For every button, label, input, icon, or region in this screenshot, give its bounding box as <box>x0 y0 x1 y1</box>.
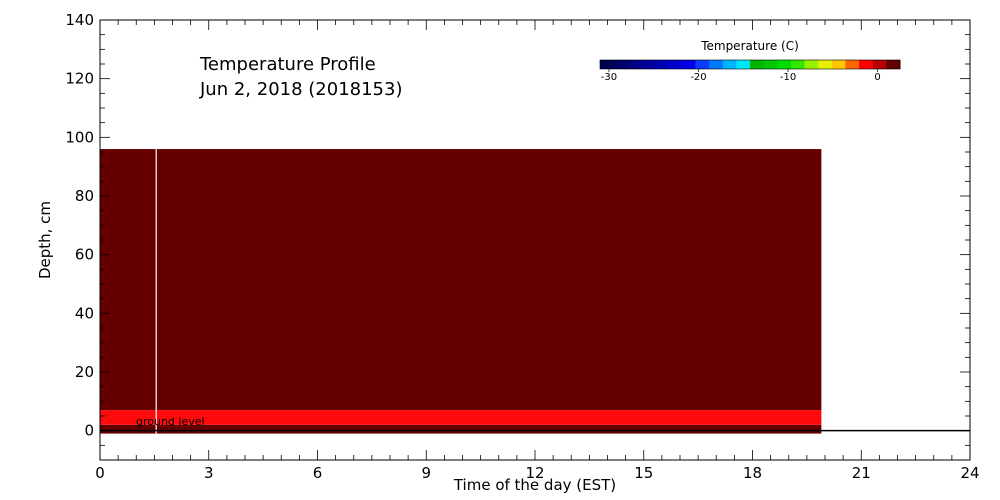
colorbar-tick-label: -10 <box>780 72 796 83</box>
y-tick-label: 40 <box>75 304 94 322</box>
x-tick-label: 3 <box>204 464 214 482</box>
temperature-layer-1 <box>100 410 822 425</box>
chart-title-line1: Temperature Profile <box>199 54 376 75</box>
colorbar-ticks: -30 -20 -10 0 <box>601 69 881 83</box>
colorbar-cell <box>790 60 806 69</box>
y-axis-title: Depth, cm <box>36 201 54 279</box>
colorbar-cell <box>600 60 615 69</box>
y-tick-label: 0 <box>84 422 94 440</box>
colorbar-cell <box>872 60 887 69</box>
colorbar-cell <box>668 60 683 69</box>
colorbar-cell <box>736 60 751 69</box>
colorbar-cell <box>695 60 710 69</box>
y-tick-label: 20 <box>75 363 94 381</box>
y-tick-label: 60 <box>75 246 94 264</box>
temperature-layer-0 <box>100 424 822 434</box>
y-tick-label: 100 <box>65 128 94 146</box>
plot-data-layer <box>100 149 970 434</box>
x-tick-label: 18 <box>743 464 762 482</box>
axis-ticks <box>99 19 971 461</box>
colorbar-cell <box>804 60 819 69</box>
colorbar-cell <box>845 60 860 69</box>
colorbar: Temperature (C) -30 -20 -10 0 <box>599 39 901 83</box>
colorbar-title: Temperature (C) <box>700 39 799 53</box>
colorbar-cell <box>763 60 778 69</box>
colorbar-frame <box>599 59 901 70</box>
x-tick-label: 0 <box>95 464 105 482</box>
colorbar-tick-label: -30 <box>601 72 617 83</box>
ground-level-label: ground level <box>136 415 205 428</box>
colorbar-cells <box>600 60 901 69</box>
colorbar-cell <box>627 60 642 69</box>
colorbar-cell <box>681 60 696 69</box>
y-tick-label: 120 <box>65 70 94 88</box>
y-tick-label: 140 <box>65 11 94 29</box>
colorbar-cell <box>818 60 833 69</box>
x-tick-label: 9 <box>421 464 431 482</box>
temperature-layer-2 <box>100 149 822 411</box>
chart-title-line2: Jun 2, 2018 (2018153) <box>199 79 402 100</box>
x-tick-label: 12 <box>525 464 544 482</box>
colorbar-tick-label: 0 <box>874 72 880 83</box>
colorbar-cell <box>886 60 901 69</box>
colorbar-cell <box>722 60 737 69</box>
colorbar-tick-label: -20 <box>690 72 706 83</box>
colorbar-cell <box>859 60 874 69</box>
x-tick-label: 24 <box>960 464 979 482</box>
y-tick-label: 80 <box>75 187 94 205</box>
axis-tick-labels: 0 3 6 9 12 15 18 21 24 0 20 40 60 80 100 120 140 <box>65 11 979 482</box>
colorbar-cell <box>831 60 846 69</box>
colorbar-cell <box>613 60 628 69</box>
colorbar-cell <box>654 60 669 69</box>
colorbar-cell <box>750 60 765 69</box>
x-axis-title: Time of the day (EST) <box>453 476 616 494</box>
colorbar-cell <box>640 60 656 69</box>
x-tick-label: 15 <box>634 464 653 482</box>
x-tick-label: 6 <box>313 464 323 482</box>
colorbar-cell <box>777 60 792 69</box>
colorbar-cell <box>709 60 724 69</box>
x-tick-label: 21 <box>852 464 871 482</box>
